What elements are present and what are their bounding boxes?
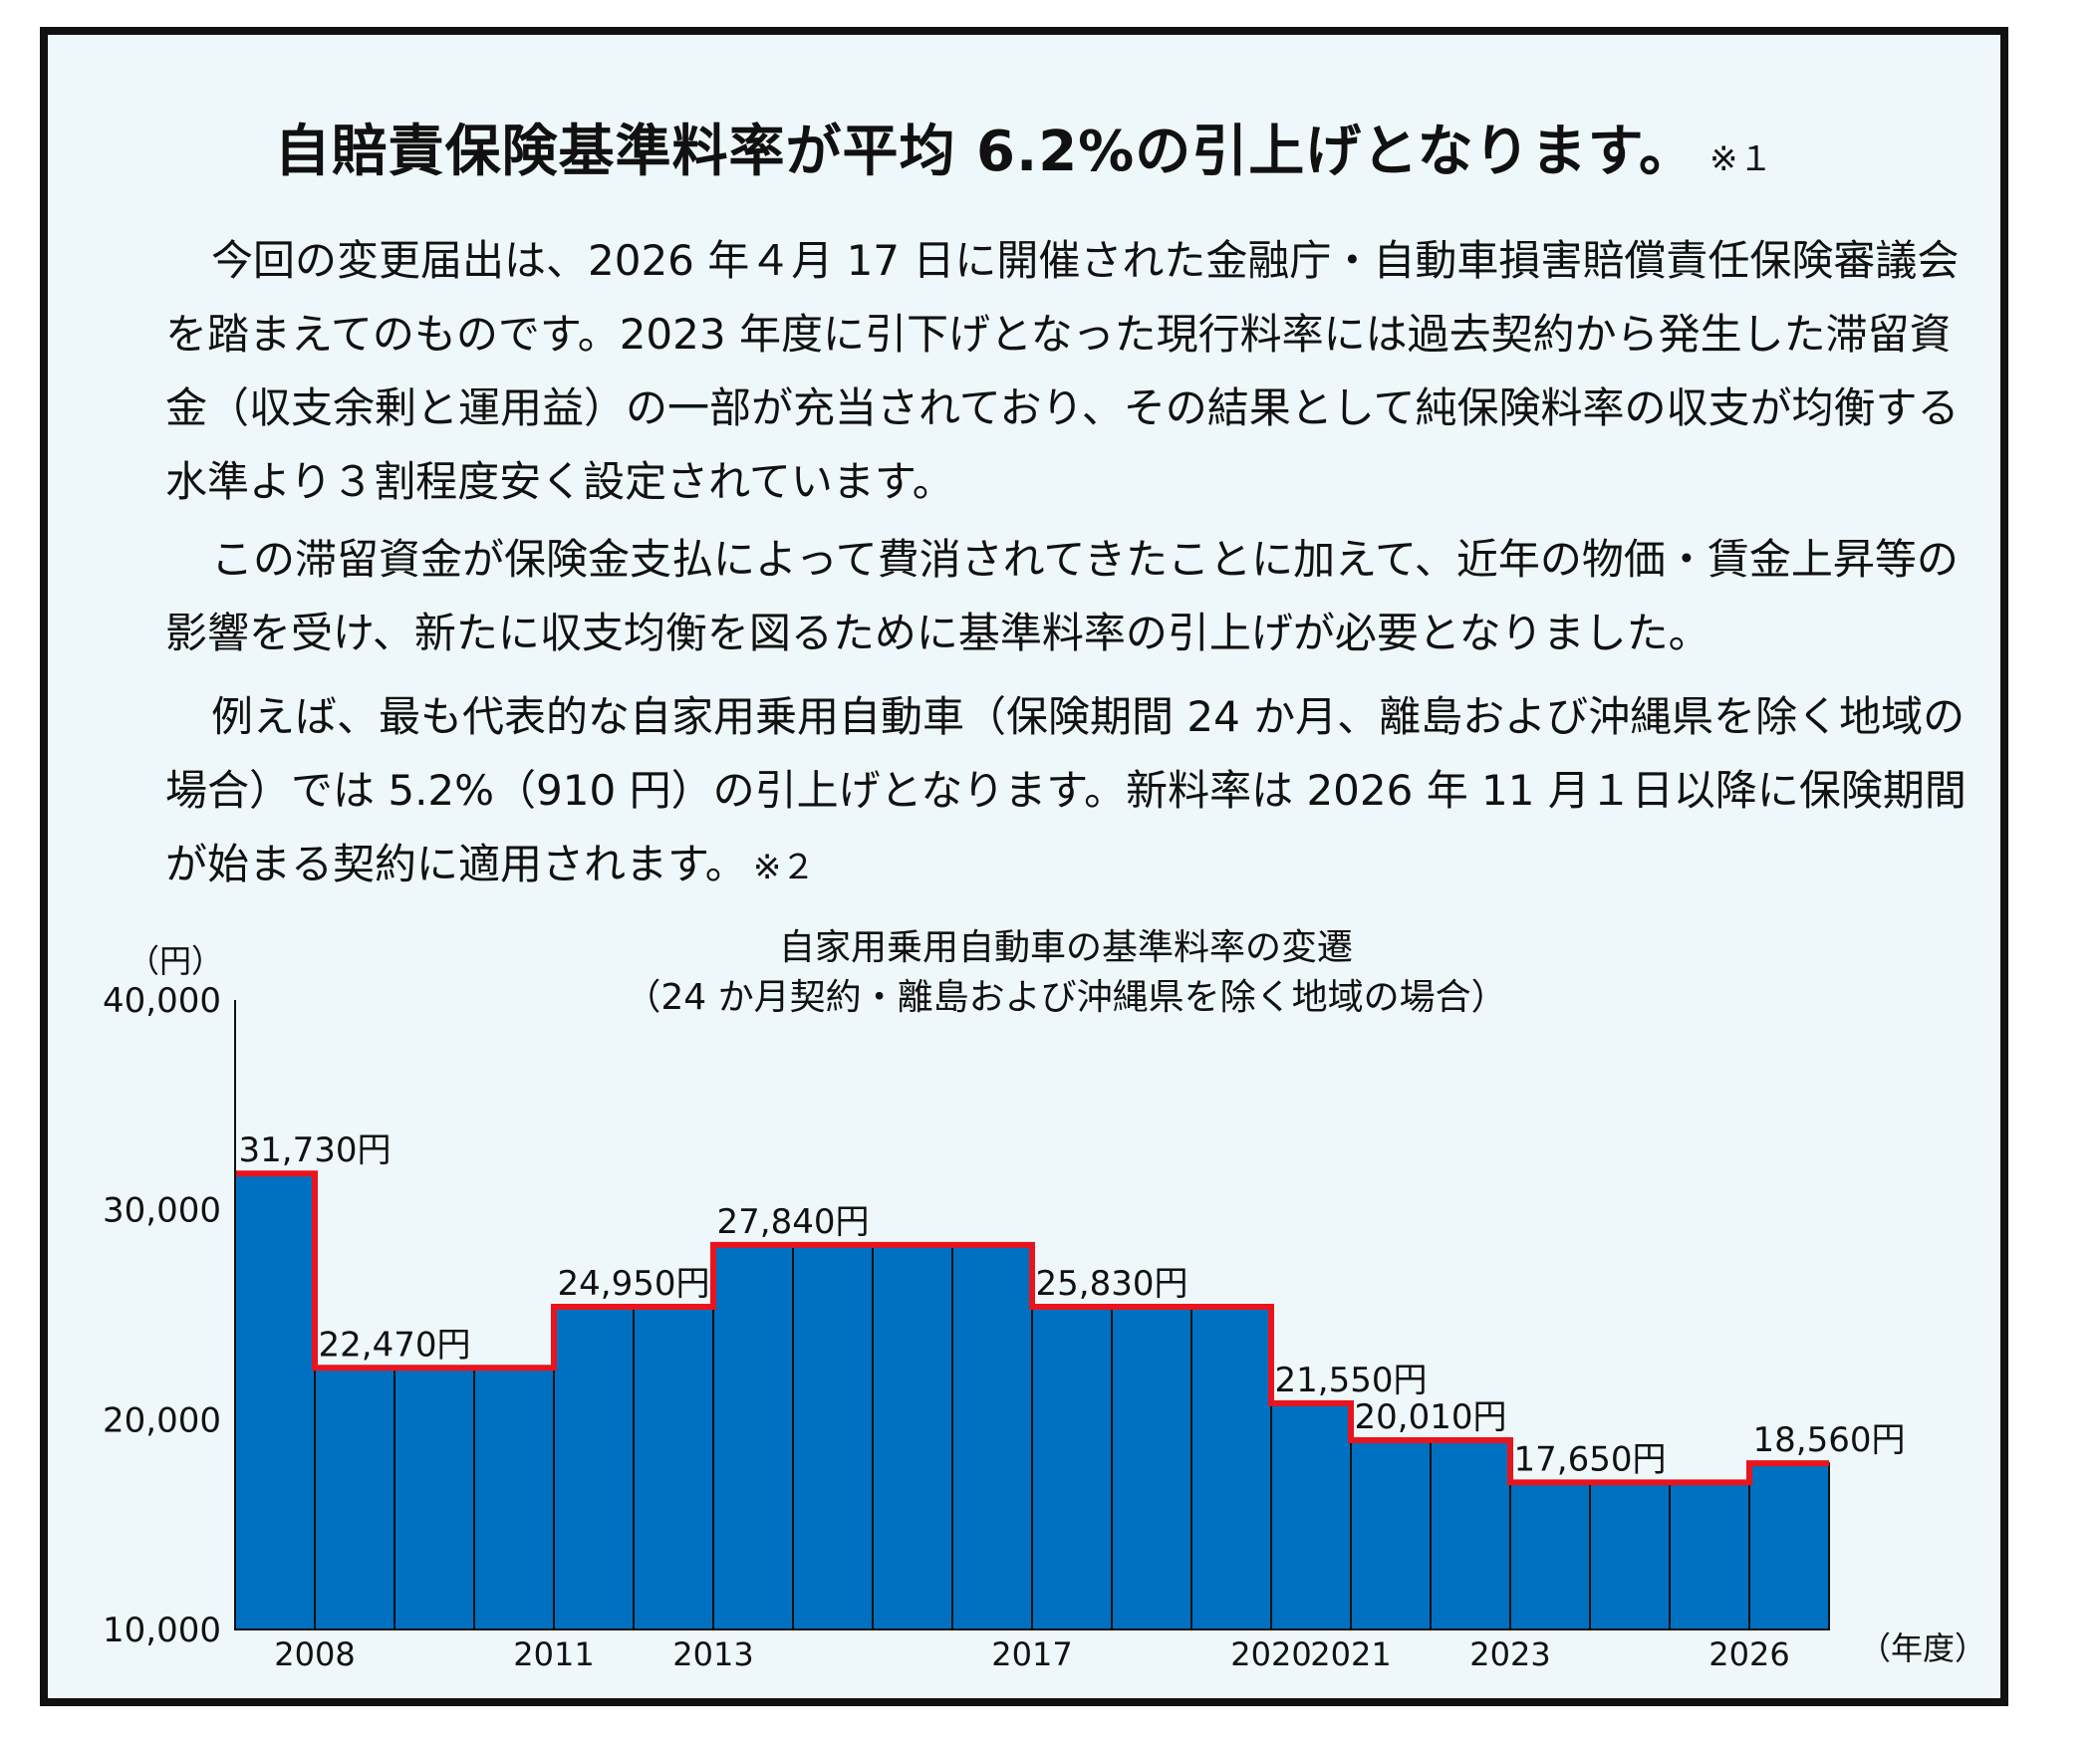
headline: 自賠責保険基準料率が平均 6.2%の引上げとなります。 ※１	[48, 107, 2000, 187]
paragraph-3: 例えば、最も代表的な自家用乗用自動車（保険期間 24 か月、離島および沖縄県を除…	[165, 680, 1980, 904]
value-label: 21,550円	[1275, 1361, 1428, 1400]
bar	[394, 1367, 475, 1631]
value-label: 31,730円	[239, 1130, 392, 1170]
y-tick-label: 20,000	[103, 1400, 221, 1440]
bar	[633, 1305, 714, 1630]
y-tick-label: 10,000	[103, 1611, 221, 1650]
y-tick-label: 40,000	[103, 981, 221, 1021]
bar	[1111, 1305, 1192, 1630]
headline-text: 自賠責保険基準料率が平均 6.2%の引上げとなります。	[274, 120, 1697, 184]
headline-note: ※１	[1709, 139, 1774, 179]
x-tick-label: 2020	[1230, 1635, 1311, 1673]
x-tick-label: 2008	[274, 1635, 355, 1673]
rate-step-line	[235, 1170, 1829, 1486]
bar	[234, 1172, 316, 1630]
x-tick-label: 2017	[991, 1635, 1072, 1673]
paragraph-3-text: 例えば、最も代表的な自家用乗用自動車（保険期間 24 か月、離島および沖縄県を除…	[165, 692, 1967, 888]
bar	[1031, 1305, 1113, 1630]
bar	[1270, 1401, 1352, 1631]
bar	[792, 1243, 874, 1631]
y-axis-unit: （円）	[128, 942, 224, 980]
x-tick-label: 2011	[513, 1635, 594, 1673]
bar	[553, 1305, 635, 1630]
bar	[1669, 1481, 1750, 1630]
bar	[314, 1367, 395, 1631]
bar	[1190, 1305, 1272, 1630]
chart-subtitle: （24 か月契約・離島および沖縄県を除く地域の場合）	[625, 977, 1507, 1018]
bar	[712, 1243, 794, 1631]
chart-title: 自家用乗用自動車の基準料率の変遷	[778, 927, 1354, 968]
value-label: 18,560円	[1753, 1420, 1906, 1460]
x-tick-label: 2021	[1310, 1635, 1391, 1673]
value-label: 27,840円	[717, 1202, 870, 1242]
value-label: 22,470円	[319, 1325, 471, 1365]
value-label: 24,950円	[558, 1264, 710, 1304]
paragraph-2: この滞留資金が保険金支払によって費消されてきたことに加えて、近年の物価・賃金上昇…	[165, 535, 1959, 657]
bar	[1350, 1438, 1432, 1630]
bar	[951, 1243, 1033, 1631]
y-tick-label: 30,000	[103, 1191, 221, 1231]
bar	[473, 1367, 555, 1631]
bar	[872, 1243, 953, 1631]
value-label: 20,010円	[1355, 1397, 1507, 1437]
bar	[1589, 1481, 1671, 1630]
bar	[1430, 1438, 1511, 1630]
paragraph-3-note: ※２	[752, 848, 816, 887]
bar	[1748, 1462, 1830, 1630]
x-tick-label: 2023	[1469, 1635, 1550, 1673]
value-label: 17,650円	[1514, 1439, 1667, 1479]
x-tick-label: 2026	[1708, 1635, 1789, 1673]
x-tick-label: 2013	[672, 1635, 753, 1673]
x-axis-unit: （年度）	[1859, 1629, 1987, 1667]
paragraph-1: 今回の変更届出は、2026 年４月 17 日に開催された金融庁・自動車損害賠償責…	[165, 236, 1960, 506]
bar	[1509, 1481, 1591, 1630]
value-label: 25,830円	[1036, 1264, 1188, 1304]
